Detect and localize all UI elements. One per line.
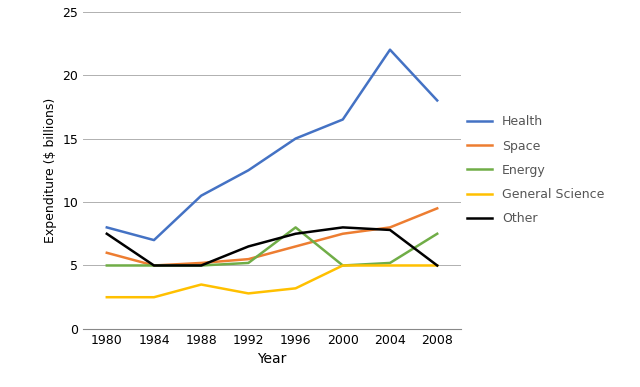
Other: [386, 228, 394, 232]
Space: [103, 250, 111, 255]
Other: [292, 231, 300, 236]
Health: [244, 168, 252, 173]
Health: [103, 225, 111, 230]
General Science: [292, 286, 300, 291]
Health: [433, 98, 441, 103]
Energy: [197, 263, 205, 268]
Health: [292, 136, 300, 141]
Line: Other: Other: [107, 228, 437, 265]
Energy: [292, 225, 300, 230]
Energy: [244, 260, 252, 265]
Space: [433, 206, 441, 211]
General Science: [244, 291, 252, 296]
Energy: [386, 260, 394, 265]
Other: [339, 225, 347, 230]
Health: [197, 194, 205, 198]
General Science: [339, 263, 347, 268]
Space: [244, 257, 252, 262]
Legend: Health, Space, Energy, General Science, Other: Health, Space, Energy, General Science, …: [467, 115, 604, 225]
Energy: [433, 231, 441, 236]
Health: [150, 238, 158, 242]
General Science: [433, 263, 441, 268]
Energy: [150, 263, 158, 268]
Other: [197, 263, 205, 268]
Space: [339, 231, 347, 236]
Energy: [103, 263, 111, 268]
Other: [244, 244, 252, 249]
X-axis label: Year: Year: [257, 353, 287, 366]
General Science: [197, 282, 205, 287]
Space: [150, 263, 158, 268]
Line: Space: Space: [107, 208, 437, 265]
Line: Energy: Energy: [107, 228, 437, 265]
Other: [433, 263, 441, 268]
Space: [386, 225, 394, 230]
Space: [197, 260, 205, 265]
Space: [292, 244, 300, 249]
Line: Health: Health: [107, 50, 437, 240]
Y-axis label: Expenditure ($ billions): Expenditure ($ billions): [44, 98, 57, 243]
Energy: [339, 263, 347, 268]
Other: [150, 263, 158, 268]
General Science: [103, 295, 111, 300]
Health: [339, 117, 347, 122]
Health: [386, 47, 394, 52]
General Science: [386, 263, 394, 268]
Other: [103, 231, 111, 236]
Line: General Science: General Science: [107, 265, 437, 297]
General Science: [150, 295, 158, 300]
